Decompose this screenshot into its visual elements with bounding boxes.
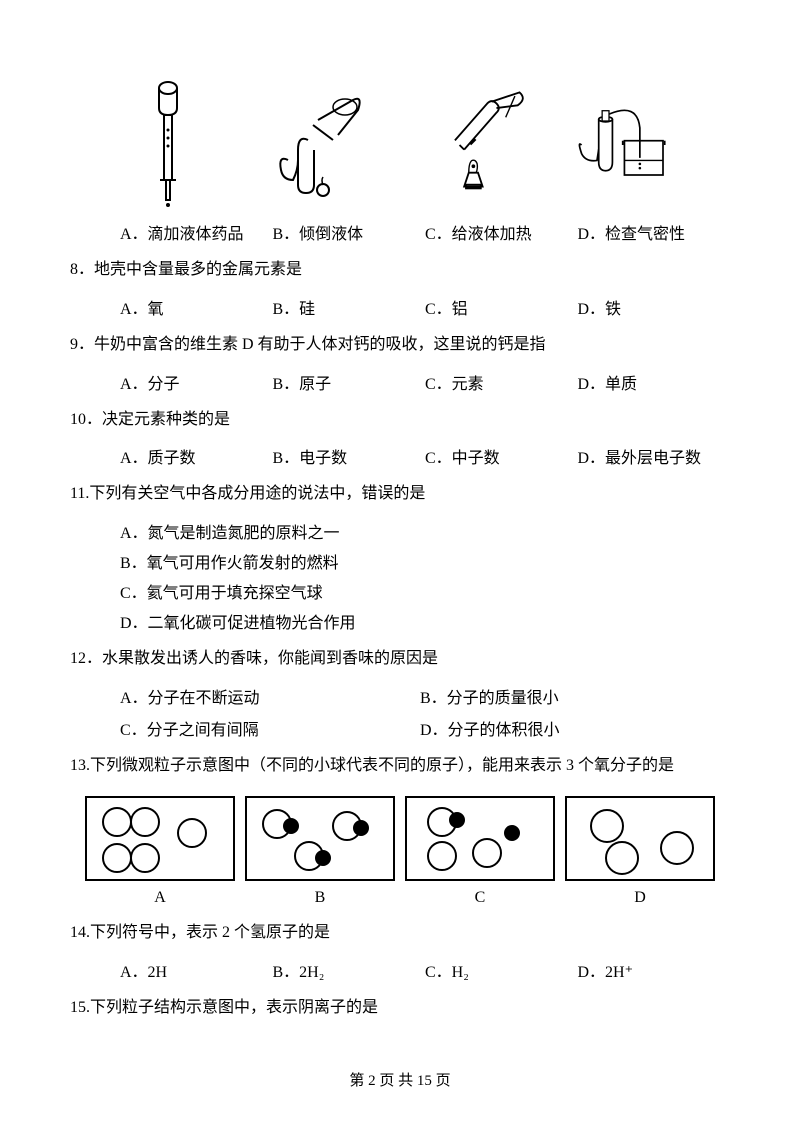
q7-opt-a: A．滴加液体药品 [120,220,273,244]
q11-stem: 11.下列有关空气中各成分用途的说法中，错误的是 [70,480,730,509]
q13-label-b: B [245,889,395,907]
q7-figure-b [263,80,383,210]
q9-stem: 9．牛奶中富含的维生素 D 有助于人体对钙的吸收，这里说的钙是指 [70,331,730,360]
page-footer: 第 2 页 共 15 页 [0,1069,800,1090]
q8-opt-b: B．硅 [273,295,426,319]
q13-labels: A B C D [70,889,730,907]
q9-options: A．分子 B．原子 C．元素 D．单质 [70,370,730,394]
q13-stem: 13.下列微观粒子示意图中（不同的小球代表不同的原子），能用来表示 3 个氧分子… [70,752,730,781]
q13-diagram-c [405,796,555,881]
q10-opt-a: A．质子数 [120,444,273,468]
q9-opt-c: C．元素 [425,370,578,394]
q13-diagram-d [565,796,715,881]
q7-opt-d: D．检查气密性 [578,220,731,244]
q10-options: A．质子数 B．电子数 C．中子数 D．最外层电子数 [70,444,730,468]
q12-stem: 12．水果散发出诱人的香味，你能闻到香味的原因是 [70,645,730,674]
q14-options: A．2H B．2H₂ C．H₂ D．2H⁺ [70,958,730,982]
q10-opt-d: D．最外层电子数 [578,444,731,468]
q7-figure-d [573,80,693,210]
q8-opt-c: C．铝 [425,295,578,319]
q12-options-2: C．分子之间有间隔 D．分子的体积很小 [70,716,730,740]
q8-stem: 8．地壳中含量最多的金属元素是 [70,256,730,285]
q13-diagrams [70,796,730,881]
q14-opt-d: D．2H⁺ [578,958,731,982]
q9-opt-d: D．单质 [578,370,731,394]
q14-opt-c: C．H₂ [425,958,578,982]
q11-opt-b: B．氧气可用作火箭发射的燃料 [70,549,730,573]
q7-opt-b: B．倾倒液体 [273,220,426,244]
q12-options-1: A．分子在不断运动 B．分子的质量很小 [70,684,730,708]
q14-opt-b: B．2H₂ [273,958,426,982]
q12-opt-b: B．分子的质量很小 [420,684,720,708]
q14-opt-a: A．2H [120,958,273,982]
q13-label-d: D [565,889,715,907]
q11-opt-a: A．氮气是制造氮肥的原料之一 [70,519,730,543]
q9-opt-b: B．原子 [273,370,426,394]
q7-figure-a [108,80,228,210]
q10-opt-b: B．电子数 [273,444,426,468]
q8-opt-a: A．氧 [120,295,273,319]
q12-opt-c: C．分子之间有间隔 [120,716,420,740]
q15-stem: 15.下列粒子结构示意图中，表示阴离子的是 [70,994,730,1023]
q12-opt-d: D．分子的体积很小 [420,716,720,740]
q13-label-c: C [405,889,555,907]
q7-figure-c [418,80,538,210]
q14-stem: 14.下列符号中，表示 2 个氢原子的是 [70,919,730,948]
q7-opt-c: C．给液体加热 [425,220,578,244]
q10-stem: 10．决定元素种类的是 [70,406,730,435]
q8-options: A．氧 B．硅 C．铝 D．铁 [70,295,730,319]
q11-opt-c: C．氦气可用于填充探空气球 [70,579,730,603]
q13-diagram-b [245,796,395,881]
q13-diagram-a [85,796,235,881]
q12-opt-a: A．分子在不断运动 [120,684,420,708]
q7-options: A．滴加液体药品 B．倾倒液体 C．给液体加热 D．检查气密性 [70,220,730,244]
q11-opt-d: D．二氧化碳可促进植物光合作用 [70,609,730,633]
q13-label-a: A [85,889,235,907]
q7-figures [70,80,730,210]
q9-opt-a: A．分子 [120,370,273,394]
q10-opt-c: C．中子数 [425,444,578,468]
q8-opt-d: D．铁 [578,295,731,319]
